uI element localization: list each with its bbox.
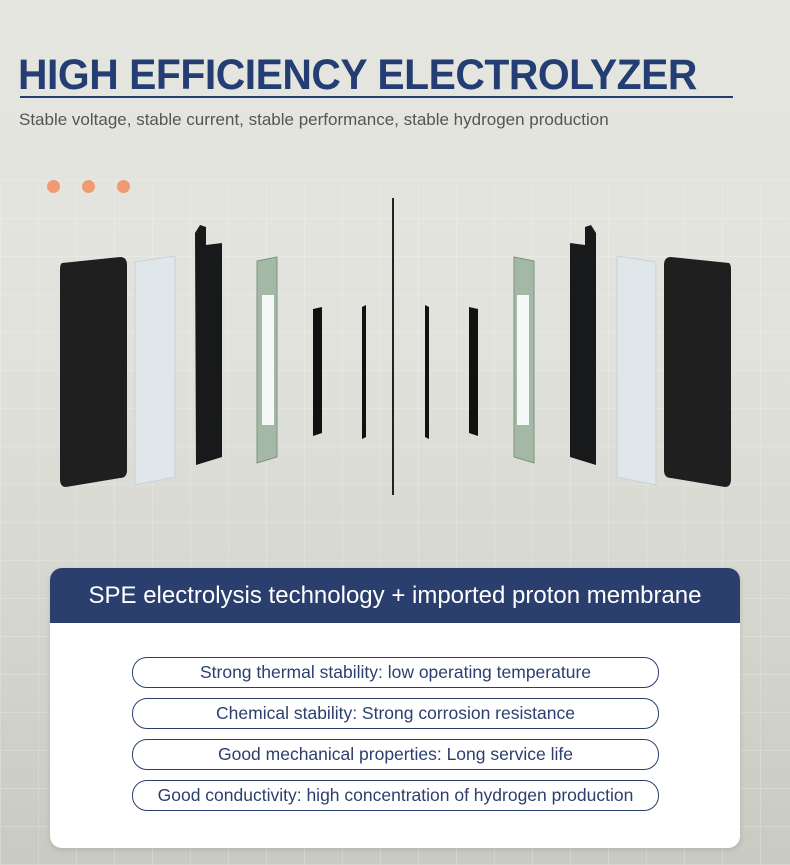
feature-item: Good mechanical properties: Long service… xyxy=(132,739,659,770)
electrode-left-2 xyxy=(362,305,366,439)
electrode-right-1 xyxy=(469,307,478,436)
feature-item: Good conductivity: high concentration of… xyxy=(132,780,659,811)
dot-icon xyxy=(47,180,60,193)
end-plate-left xyxy=(60,257,127,487)
electrode-left-1 xyxy=(313,307,322,436)
feature-item: Chemical stability: Strong corrosion res… xyxy=(132,698,659,729)
card-heading: SPE electrolysis technology + imported p… xyxy=(50,568,740,623)
page-title: HIGH EFFICIENCY ELECTROLYZER xyxy=(18,51,697,99)
decorative-dots xyxy=(47,180,130,193)
dot-icon xyxy=(117,180,130,193)
dot-icon xyxy=(82,180,95,193)
feature-card: SPE electrolysis technology + imported p… xyxy=(50,568,740,848)
gasket-left xyxy=(134,255,176,486)
page-subtitle: Stable voltage, stable current, stable p… xyxy=(19,110,609,129)
flow-window-left xyxy=(262,295,274,425)
electrode-right-2 xyxy=(425,305,429,439)
bipolar-plate-left xyxy=(195,225,222,465)
flow-window-right xyxy=(517,295,529,425)
gasket-right xyxy=(616,255,657,486)
end-plate-right xyxy=(664,257,731,487)
feature-item: Strong thermal stability: low operating … xyxy=(132,657,659,688)
title-underline xyxy=(20,96,733,98)
electrolyzer-exploded-view xyxy=(60,198,731,495)
bipolar-plate-right xyxy=(570,225,596,465)
